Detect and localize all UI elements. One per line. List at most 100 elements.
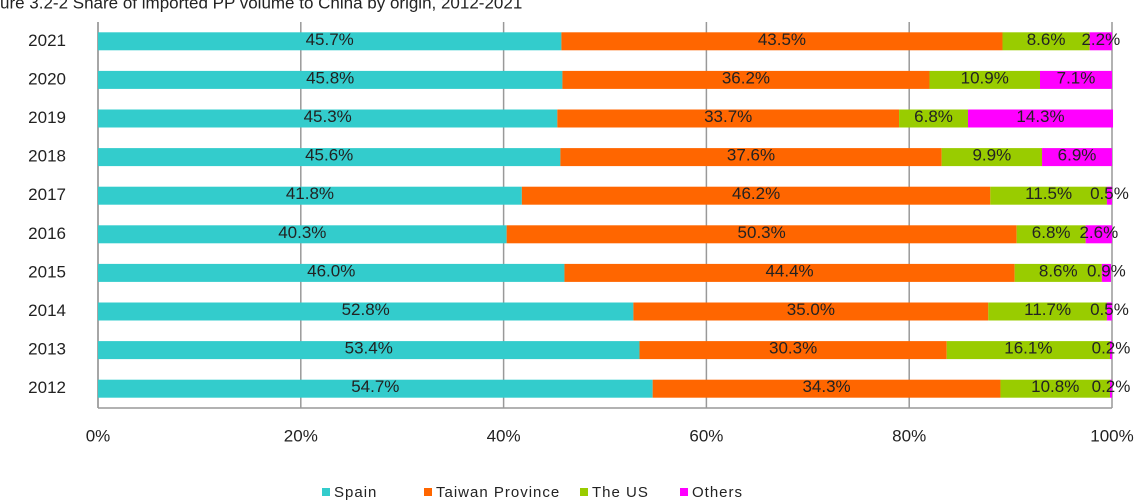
chart-title: ure 3.2-2 Share of imported PP volume to… (0, 0, 522, 12)
bar-segment (929, 70, 1041, 89)
y-tick-label: 2017 (28, 185, 66, 204)
bar-segment (1016, 225, 1086, 244)
data-label: 54.7% (351, 377, 399, 396)
data-label: 14.3% (1016, 107, 1064, 126)
data-label: 11.7% (1024, 300, 1071, 319)
legend-swatch (322, 488, 330, 496)
bar-segment (946, 341, 1110, 360)
data-label: 6.8% (914, 107, 953, 126)
bar-segment (1106, 186, 1112, 205)
data-label: 8.6% (1039, 261, 1078, 280)
data-label: 30.3% (769, 339, 817, 358)
data-label: 45.6% (305, 146, 353, 165)
data-label: 46.0% (307, 261, 355, 280)
data-label: 10.8% (1031, 377, 1079, 396)
data-label: 0.9% (1087, 261, 1126, 280)
data-label: 6.9% (1058, 146, 1097, 165)
bar-segment (968, 109, 1114, 128)
data-label: 41.8% (286, 184, 334, 203)
bar-segment (506, 225, 1017, 244)
data-label: 34.3% (802, 377, 850, 396)
data-label: 10.9% (961, 68, 1009, 87)
y-tick-label: 2014 (28, 301, 66, 320)
x-tick-label: 40% (487, 426, 521, 445)
legend-label: Others (692, 484, 743, 501)
x-tick-label: 0% (86, 426, 111, 445)
bar-segment (1106, 302, 1112, 321)
data-label: 2.2% (1081, 30, 1120, 49)
bar-segment (98, 341, 640, 360)
data-label: 0.5% (1090, 300, 1129, 319)
bar-segment (562, 70, 930, 89)
bar-segment (98, 109, 558, 128)
data-label: 45.8% (306, 68, 354, 87)
bar-segment (990, 186, 1107, 205)
bar-segment (1109, 341, 1112, 360)
bar-segment (98, 263, 565, 282)
legend-swatch (580, 488, 588, 496)
bar-segment (560, 148, 942, 167)
legend-swatch (680, 488, 688, 496)
bar-segment (633, 302, 989, 321)
bar-segment (899, 109, 969, 128)
bar-segment (1000, 379, 1110, 398)
legend-label: Taiwan Province (436, 484, 560, 501)
bar-segment (1089, 32, 1112, 51)
bar-segment (98, 302, 634, 321)
bar-segment (557, 109, 900, 128)
data-label: 11.5% (1025, 184, 1072, 203)
bar-segment (98, 186, 522, 205)
bar-segment (652, 379, 1001, 398)
data-label: 40.3% (278, 223, 326, 242)
bar-segment (521, 186, 991, 205)
data-label: 52.8% (342, 300, 390, 319)
bar-segment (1109, 379, 1112, 398)
bar-segment (1040, 70, 1112, 89)
bar-segment (98, 148, 561, 167)
data-label: 53.4% (345, 339, 393, 358)
bar-segment (988, 302, 1107, 321)
bar-segment (1014, 263, 1102, 282)
data-label: 16.1% (1004, 339, 1052, 358)
bar-segment (1101, 263, 1111, 282)
x-tick-label: 20% (284, 426, 318, 445)
data-label: 2.6% (1079, 223, 1118, 242)
y-tick-label: 2020 (28, 69, 66, 88)
x-tick-label: 100% (1090, 426, 1133, 445)
data-label: 36.2% (722, 68, 770, 87)
bar-segment (1042, 148, 1112, 167)
data-label: 45.7% (306, 30, 354, 49)
data-label: 9.9% (972, 146, 1011, 165)
data-label: 37.6% (727, 146, 775, 165)
bar-segment (639, 341, 947, 360)
bar-segment (1085, 225, 1112, 244)
data-label: 35.0% (787, 300, 835, 319)
bar-segment (98, 225, 507, 244)
y-tick-label: 2019 (28, 108, 66, 127)
data-label: 6.8% (1032, 223, 1071, 242)
x-tick-label: 80% (892, 426, 926, 445)
data-label: 43.5% (758, 30, 806, 49)
y-tick-label: 2015 (28, 262, 66, 281)
bar-segment (98, 70, 563, 89)
data-label: 50.3% (738, 223, 786, 242)
data-label: 44.4% (765, 261, 813, 280)
y-tick-label: 2013 (28, 340, 66, 359)
data-label: 7.1% (1057, 68, 1096, 87)
bar-segment (564, 263, 1015, 282)
x-tick-label: 60% (689, 426, 723, 445)
legend-label: Spain (334, 484, 377, 501)
legend-label: The US (592, 484, 649, 501)
bar-segment (98, 32, 562, 51)
y-tick-label: 2016 (28, 224, 66, 243)
data-label: 0.5% (1090, 184, 1129, 203)
data-label: 0.2% (1092, 339, 1131, 358)
y-tick-label: 2012 (28, 378, 66, 397)
bar-segment (561, 32, 1003, 51)
bar-segment (98, 379, 653, 398)
bar-segment (941, 148, 1043, 167)
data-label: 33.7% (704, 107, 752, 126)
bar-segment (1002, 32, 1090, 51)
data-label: 46.2% (732, 184, 780, 203)
